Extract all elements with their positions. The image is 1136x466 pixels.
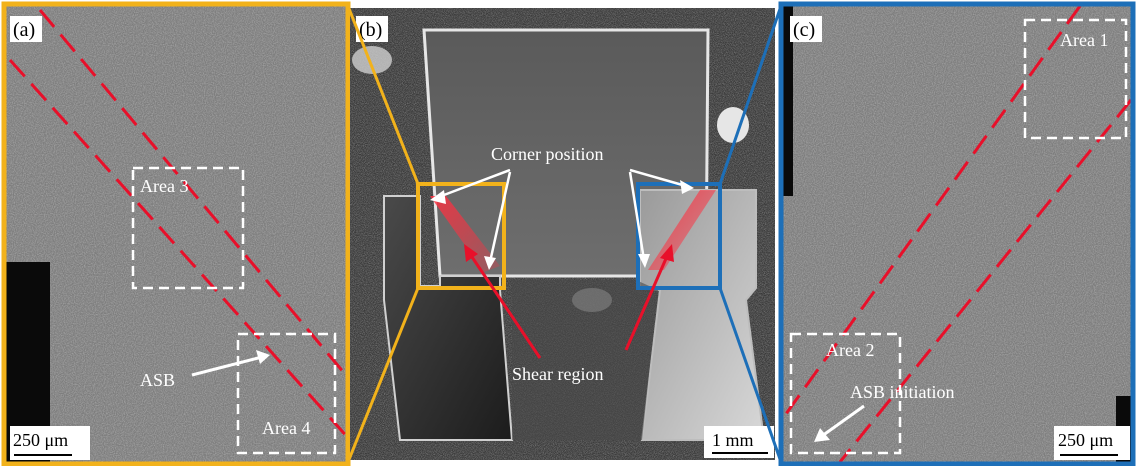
panel-a: (a) Area 3 Area 4 ASB 250 μm bbox=[1, 1, 351, 466]
panel-b: (b) Corner position Shear region 1 mm bbox=[350, 8, 775, 460]
panel-b-debris bbox=[717, 107, 749, 143]
connector-a-top bbox=[346, 5, 420, 185]
panel-a-label: (a) bbox=[13, 19, 35, 41]
panel-b-shear-arrows bbox=[468, 253, 670, 359]
panel-b-right-block bbox=[639, 189, 766, 441]
panel-c-band-line-upper bbox=[783, 6, 1082, 419]
panel-b-scalebar-label: 1 mm bbox=[712, 430, 754, 450]
panel-a-frame bbox=[1, 1, 351, 466]
connector-c-bottom bbox=[718, 287, 783, 463]
panel-b-corner-arrows bbox=[435, 168, 687, 263]
panel-c-frame bbox=[778, 1, 1136, 466]
panel-c-dark-edge bbox=[783, 6, 793, 196]
panel-c-area1-label: Area 1 bbox=[1060, 30, 1108, 50]
panel-a-texture bbox=[6, 6, 346, 462]
panel-b-debris bbox=[352, 46, 392, 74]
panel-b-shear-strip-right bbox=[648, 190, 716, 270]
panel-b-shear-arrowheads bbox=[464, 244, 674, 262]
panel-b-corner-arrowheads bbox=[430, 180, 694, 270]
connector-a-bottom bbox=[346, 287, 420, 463]
panel-c: (c) Area 1 Area 2 ASB initiation 250 μm bbox=[778, 1, 1136, 466]
panel-c-asb-init-label: ASB initiation bbox=[850, 382, 955, 402]
panel-a-label-bg bbox=[10, 16, 42, 42]
panel-b-corner-label: Corner position bbox=[491, 144, 604, 164]
panel-a-area3-box bbox=[131, 166, 245, 290]
panel-c-scalebar-label: 250 μm bbox=[1058, 430, 1113, 450]
panel-c-label: (c) bbox=[793, 19, 815, 41]
panel-b-middle-gap bbox=[512, 280, 658, 440]
panel-b-shear-label: Shear region bbox=[512, 364, 603, 384]
panel-c-texture bbox=[783, 6, 1131, 462]
panel-c-asb-arrowhead bbox=[814, 428, 830, 442]
panel-a-asb-label: ASB bbox=[140, 370, 175, 390]
panel-b-label: (b) bbox=[359, 19, 382, 41]
panel-a-area3-label: Area 3 bbox=[140, 176, 188, 196]
panel-c-area2-box bbox=[789, 332, 902, 455]
connector-c-top bbox=[718, 5, 783, 185]
connector-lines bbox=[346, 5, 783, 463]
panel-c-asb-arrow bbox=[821, 404, 865, 438]
panel-a-band-line-upper bbox=[38, 9, 346, 378]
panel-c-band-line-lower bbox=[838, 99, 1131, 462]
panel-c-area1-box bbox=[1023, 18, 1128, 140]
panel-c-area2-label: Area 2 bbox=[826, 340, 874, 360]
panel-a-band-line-lower bbox=[8, 58, 346, 438]
panel-b-inset-box-a bbox=[416, 182, 506, 290]
panel-a-area4-label: Area 4 bbox=[262, 418, 310, 438]
panel-a-asb-arrowhead bbox=[256, 350, 270, 364]
panel-a-scalebar-label: 250 μm bbox=[13, 430, 68, 450]
panel-b-shear-strip-left bbox=[430, 196, 500, 272]
panel-a-area4-box bbox=[236, 332, 337, 455]
panel-c-label-bg bbox=[790, 16, 822, 42]
panel-a-asb-arrow bbox=[191, 355, 263, 377]
